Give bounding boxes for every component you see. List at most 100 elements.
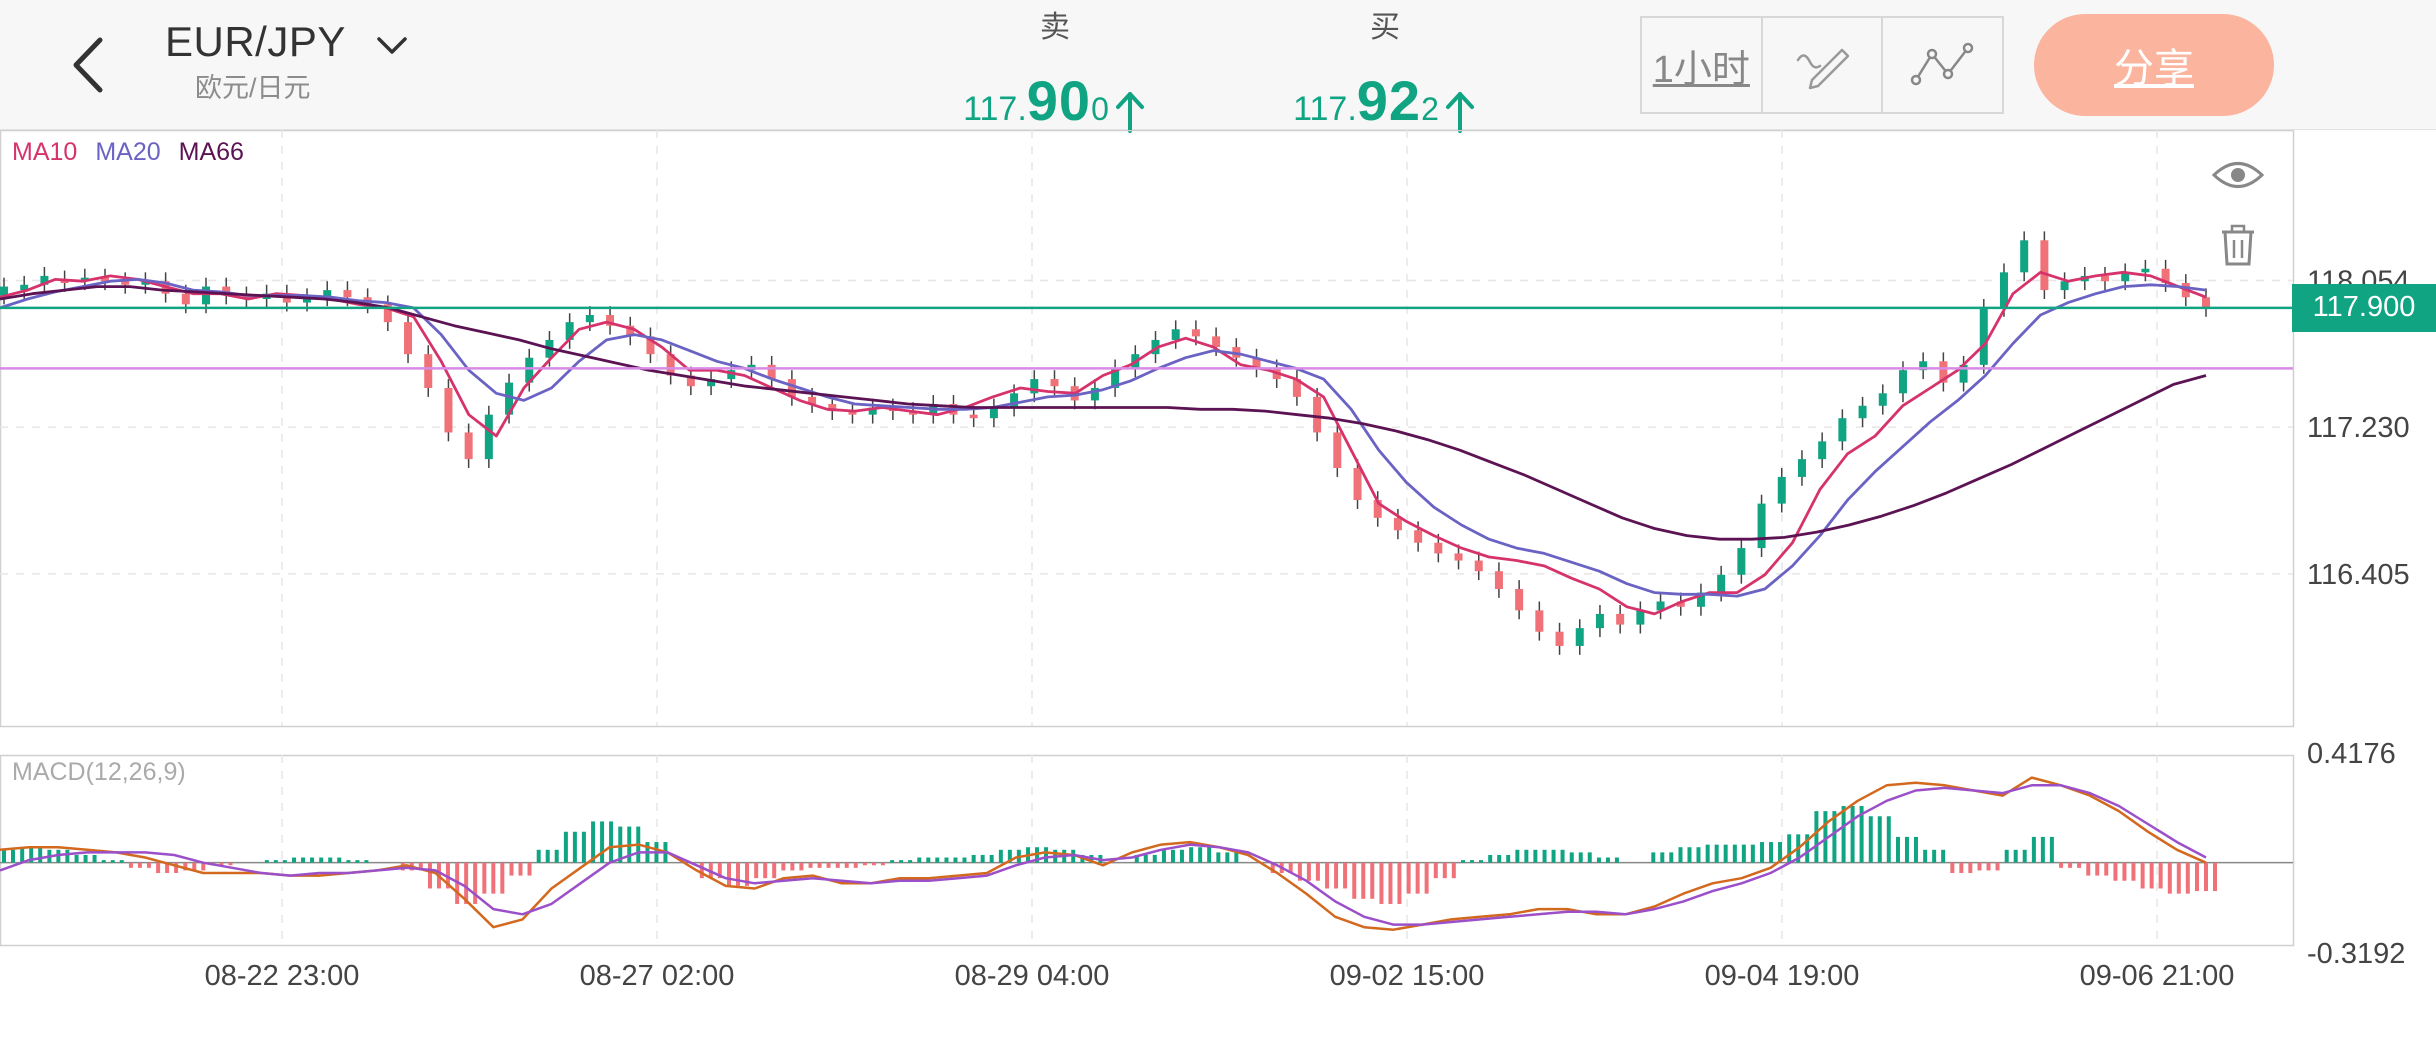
buy-label: 买 xyxy=(1370,11,1400,44)
candle-body xyxy=(1212,336,1221,348)
draw-tool-button[interactable] xyxy=(1763,18,1884,112)
series-ma20 xyxy=(0,277,2207,598)
buy-quote[interactable]: 买 117. 92 2 xyxy=(1270,10,1500,133)
candle-body xyxy=(1575,628,1584,646)
header-bar: EUR/JPY 欧元/日元 卖 117. 90 0 买 117. 92 xyxy=(0,0,2436,133)
candle-body xyxy=(2100,275,2109,282)
candle-body xyxy=(1333,432,1342,469)
pencil-icon xyxy=(1796,48,1850,90)
candle-body xyxy=(1151,339,1160,355)
pair-title: EUR/JPY xyxy=(165,18,346,65)
y-tick-label: 117.230 xyxy=(2307,412,2410,444)
candle-body xyxy=(1474,560,1483,572)
sell-quote[interactable]: 卖 117. 90 0 xyxy=(940,10,1170,133)
candle-body xyxy=(484,414,493,460)
series-ma10 xyxy=(0,270,2207,616)
arrow-up-icon xyxy=(1445,92,1474,133)
candle-body xyxy=(343,290,352,298)
sell-price: 117. 90 0 xyxy=(963,68,1147,133)
candle-body xyxy=(1999,272,2008,308)
candle-body xyxy=(868,407,877,415)
candle-body xyxy=(646,336,655,355)
candle-body xyxy=(1616,613,1625,625)
macd-label: MACD(12,26,9) xyxy=(12,758,186,786)
sell-price-main: 90 xyxy=(1026,69,1092,132)
candle-body xyxy=(1313,396,1322,433)
back-button[interactable] xyxy=(60,30,120,100)
candle-body xyxy=(525,357,534,383)
pair-selector[interactable]: EUR/JPY 欧元/日元 xyxy=(165,18,425,108)
candle-body xyxy=(1919,361,1928,371)
candle-body xyxy=(1757,503,1766,549)
candle-body xyxy=(2141,268,2150,273)
x-tick-label: 08-22 23:00 xyxy=(205,960,360,992)
candle-body xyxy=(808,396,817,404)
candle-body xyxy=(1959,364,1968,383)
candles xyxy=(0,231,2210,655)
x-tick-label: 09-04 19:00 xyxy=(1705,960,1860,992)
candle-body xyxy=(464,432,473,460)
candle-body xyxy=(1676,601,1685,607)
candle-body xyxy=(2202,297,2210,308)
candle-body xyxy=(1636,610,1645,625)
candle-body xyxy=(101,277,110,282)
series-ma66 xyxy=(0,285,2207,541)
price-lines xyxy=(0,306,2293,370)
candle-body xyxy=(1656,601,1665,611)
candle-body xyxy=(323,290,332,298)
chart-toolbar: 1小时 xyxy=(1640,16,2004,114)
candle-body xyxy=(727,370,736,380)
candle-body xyxy=(1353,468,1362,501)
candle-body xyxy=(2040,240,2049,291)
price-chart[interactable]: 08-22 23:00 08-27 02:00 08-29 04:00 09-02 1… xyxy=(0,130,2436,1062)
x-tick-label: 09-02 15:00 xyxy=(1330,960,1485,992)
candle-body xyxy=(1010,393,1019,408)
ma-legend: MA10 MA20 MA66 xyxy=(12,138,244,167)
macd-pane-frame xyxy=(0,754,2295,947)
line-chart-icon xyxy=(1910,42,1973,86)
timeframe-label: 1小时 xyxy=(1652,48,1750,91)
candle-body xyxy=(121,281,130,285)
macd-tick-label: -0.3192 xyxy=(2307,938,2405,970)
legend-ma66: MA66 xyxy=(178,138,244,166)
candle-body xyxy=(424,354,433,388)
candle-body xyxy=(141,281,150,285)
candle-body xyxy=(1373,500,1382,518)
candle-body xyxy=(1818,441,1827,460)
candle-body xyxy=(1090,387,1099,401)
trash-icon[interactable] xyxy=(2210,220,2266,270)
candle-body xyxy=(1191,329,1200,337)
candle-body xyxy=(1393,517,1402,531)
buy-price: 117. 92 2 xyxy=(1293,68,1477,133)
candle-body xyxy=(1939,361,1948,383)
sell-price-prefix: 117. xyxy=(963,90,1027,128)
macd-dif-line xyxy=(0,776,2207,931)
candle-body xyxy=(2060,281,2069,291)
pair-subtitle: 欧元/日元 xyxy=(195,73,311,103)
candle-body xyxy=(202,286,211,305)
sell-price-pip: 0 xyxy=(1091,91,1109,127)
candle-body xyxy=(1898,370,1907,394)
candle-body xyxy=(1414,530,1423,543)
indicator-button[interactable] xyxy=(1883,18,2002,112)
eye-icon[interactable] xyxy=(2210,150,2266,200)
chevron-left-icon xyxy=(73,37,103,93)
candle-body xyxy=(404,322,413,355)
candle-body xyxy=(2161,268,2170,284)
candle-body xyxy=(1777,476,1786,504)
macd-panel xyxy=(0,776,2293,931)
candle-body xyxy=(626,325,635,337)
arrow-up-icon xyxy=(1115,92,1144,133)
candle-body xyxy=(1717,574,1726,593)
candle-body xyxy=(565,322,574,340)
candle-body xyxy=(1030,379,1039,394)
candle-body xyxy=(1252,357,1261,369)
share-button[interactable]: 分享 xyxy=(2034,14,2274,116)
timeframe-button[interactable]: 1小时 xyxy=(1642,18,1763,112)
chart-area[interactable]: 08-22 23:00 08-27 02:00 08-29 04:00 09-02 1… xyxy=(0,130,2436,1062)
candle-body xyxy=(181,293,190,305)
legend-ma20: MA20 xyxy=(95,138,161,166)
candle-body xyxy=(1696,592,1705,607)
candle-body xyxy=(828,403,837,412)
